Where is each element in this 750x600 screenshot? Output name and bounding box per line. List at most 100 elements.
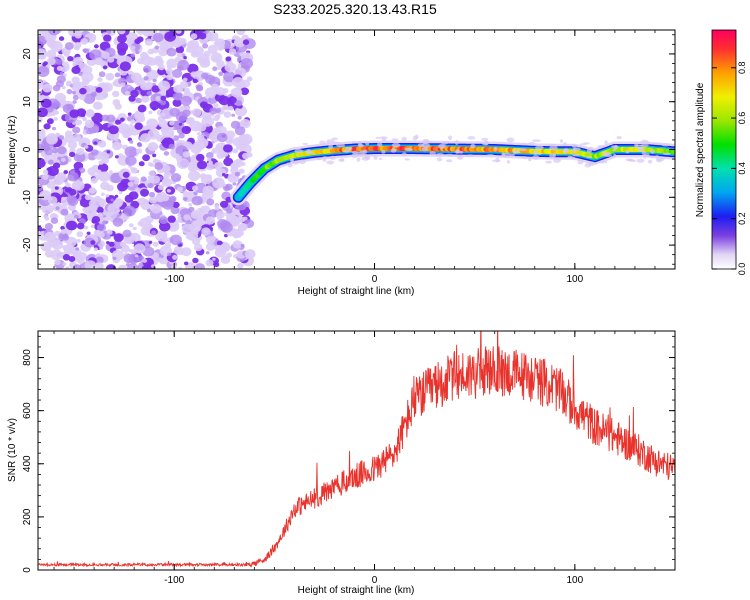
noise-blob: [225, 183, 233, 191]
noise-blob: [205, 216, 216, 225]
noise-blob: [220, 222, 233, 233]
noise-blob: [147, 182, 154, 189]
noise-blob: [38, 226, 43, 232]
noise-blob: [131, 72, 142, 82]
noise-blob: [152, 153, 157, 158]
noise-blob: [62, 245, 69, 251]
noise-blob: [130, 89, 139, 98]
noise-blob: [71, 66, 81, 75]
ridge-fringe: [470, 143, 476, 149]
noise-blob: [150, 175, 161, 184]
noise-blob: [240, 58, 253, 69]
ridge-fringe: [404, 158, 410, 161]
noise-blob: [167, 252, 172, 256]
noise-blob: [207, 157, 212, 162]
noise-blob: [96, 206, 104, 214]
noise-blob: [218, 71, 224, 77]
noise-blob: [84, 194, 92, 201]
noise-blob: [119, 241, 127, 248]
spectrogram-y-tick-label: 20: [22, 48, 33, 60]
noise-blob: [93, 141, 98, 145]
noise-blob: [97, 140, 107, 148]
noise-blob: [117, 264, 127, 269]
noise-blob: [232, 182, 237, 186]
noise-blob: [62, 253, 71, 261]
noise-blob: [114, 72, 121, 78]
noise-blob: [178, 132, 185, 139]
noise-blob: [166, 47, 177, 57]
noise-blob: [92, 101, 103, 110]
noise-blob: [134, 122, 143, 130]
spectrogram-y-tick-label: -10: [22, 190, 33, 205]
noise-blob: [72, 91, 76, 95]
noise-blob: [76, 148, 85, 155]
ridge-fringe: [375, 136, 381, 139]
ridge-fringe: [458, 150, 464, 154]
noise-blob: [195, 153, 205, 162]
ridge-fringe: [501, 152, 506, 158]
noise-blob: [105, 194, 110, 198]
noise-blob: [149, 101, 160, 110]
noise-blob: [142, 198, 149, 205]
ridge-fringe: [640, 143, 649, 148]
ridge-fringe: [597, 145, 606, 148]
noise-blob: [114, 103, 122, 110]
ridge-fringe: [343, 149, 351, 153]
noise-blob: [181, 125, 192, 135]
noise-blob: [71, 76, 80, 84]
noise-blob: [122, 229, 132, 238]
noise-blob: [148, 240, 153, 244]
noise-blob: [212, 66, 218, 71]
noise-blob: [187, 163, 198, 173]
noise-blob: [58, 135, 65, 140]
ridge-fringe: [636, 158, 645, 163]
noise-blob: [224, 233, 228, 238]
noise-blob: [217, 244, 222, 249]
noise-blob: [192, 45, 204, 56]
snr-x-axis-label: Height of straight line (km): [298, 585, 415, 596]
noise-blob: [120, 117, 125, 122]
noise-blob: [65, 236, 77, 247]
noise-blob: [130, 119, 136, 124]
noise-blob: [43, 123, 51, 130]
snr-y-tick-label: 200: [22, 508, 33, 525]
noise-blob: [55, 206, 60, 210]
ridge-fringe: [328, 144, 334, 149]
ridge-fringe: [583, 142, 590, 145]
ridge-fringe: [290, 157, 293, 163]
ridge-fringe: [602, 152, 611, 156]
noise-blob: [81, 113, 86, 117]
noise-blob: [231, 113, 236, 117]
noise-blob: [127, 112, 132, 116]
noise-blob: [238, 223, 248, 232]
noise-blob: [50, 249, 63, 261]
noise-blob: [147, 142, 159, 152]
noise-blob: [148, 110, 153, 115]
noise-blob: [212, 55, 220, 62]
noise-blob: [38, 81, 44, 90]
noise-blob: [66, 80, 72, 86]
ridge-fringe: [446, 153, 454, 157]
noise-blob: [60, 208, 69, 216]
noise-blob: [137, 221, 143, 226]
noise-blob: [59, 71, 64, 76]
noise-blob: [216, 132, 228, 143]
noise-blob: [238, 168, 245, 174]
noise-blob: [223, 157, 234, 167]
noise-blob: [107, 56, 115, 63]
noise-blob: [242, 39, 250, 45]
noise-blob: [161, 177, 173, 187]
noise-blob: [86, 231, 91, 235]
noise-blob: [66, 195, 77, 205]
ridge-fringe: [655, 157, 665, 162]
noise-blob: [151, 230, 157, 235]
noise-blob: [105, 72, 115, 81]
noise-blob: [193, 243, 203, 252]
noise-blob: [145, 84, 152, 91]
ridge-fringe: [510, 153, 515, 157]
noise-blob: [159, 216, 169, 225]
noise-blob: [106, 241, 110, 245]
noise-blob: [51, 239, 64, 250]
noise-blob: [207, 44, 218, 55]
ridge-fringe: [316, 157, 322, 161]
